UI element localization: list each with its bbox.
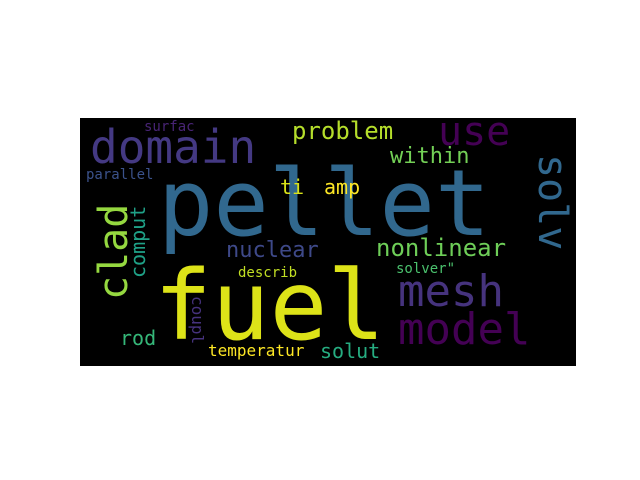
word-nonlinear: nonlinear xyxy=(376,234,507,262)
word-surfac: surfac xyxy=(144,119,195,135)
word-describ: describ xyxy=(238,265,298,281)
word-parallel: parallel xyxy=(86,167,154,183)
word-ti: ti xyxy=(280,175,305,199)
word-domain: domain xyxy=(90,120,257,174)
word-within: within xyxy=(390,144,470,169)
word-comput: comput xyxy=(126,205,150,278)
word-mesh: mesh xyxy=(398,266,504,317)
word-solver: solver" xyxy=(396,261,456,277)
word-fuel: fuel xyxy=(154,250,386,362)
word-cloud: pellet fuel domain mesh model use solv c… xyxy=(80,118,576,366)
word-amp: amp xyxy=(324,175,361,199)
word-temperatur: temperatur xyxy=(208,341,305,360)
word-solut: solut xyxy=(320,339,381,363)
word-problem: problem xyxy=(292,118,394,145)
word-solv: solv xyxy=(529,154,575,251)
word-use: use xyxy=(438,118,511,155)
word-pellet: pellet xyxy=(158,150,491,257)
word-nuclear: nuclear xyxy=(226,238,319,263)
word-coupl: coupl xyxy=(188,296,207,345)
word-rod: rod xyxy=(120,326,157,350)
word-model: model xyxy=(398,304,531,355)
